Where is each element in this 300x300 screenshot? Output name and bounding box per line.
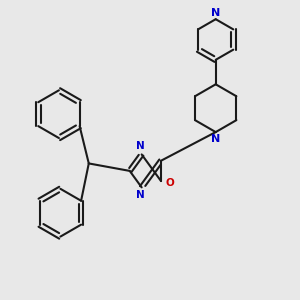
Text: N: N xyxy=(136,141,145,152)
Text: N: N xyxy=(211,8,220,18)
Text: N: N xyxy=(211,134,220,145)
Text: O: O xyxy=(166,178,174,188)
Text: N: N xyxy=(136,190,145,200)
